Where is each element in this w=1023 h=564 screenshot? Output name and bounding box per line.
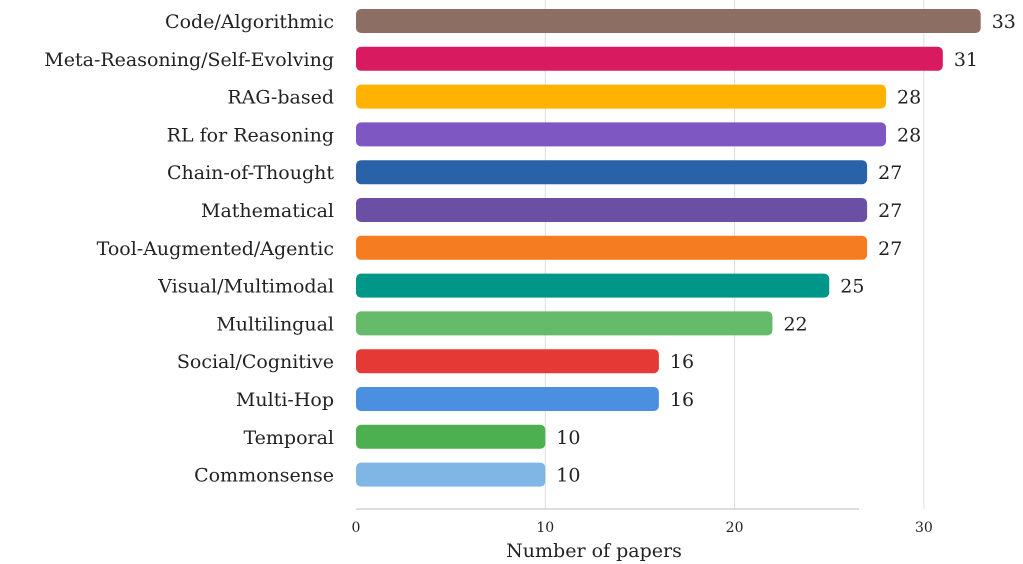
category-label: Social/Cognitive (177, 351, 334, 373)
value-label: 25 (840, 276, 864, 298)
bar (356, 84, 887, 109)
value-label: 28 (897, 124, 921, 146)
bar (356, 235, 868, 260)
x-tick-label: 20 (726, 520, 744, 536)
category-label: Multilingual (216, 313, 334, 335)
value-label: 22 (783, 313, 807, 335)
value-label: 33 (992, 11, 1016, 33)
category-label: Meta-Reasoning/Self-Evolving (44, 49, 334, 71)
bar (356, 311, 773, 336)
category-label: Code/Algorithmic (165, 11, 334, 33)
category-label: Tool-Augmented/Agentic (97, 238, 334, 260)
bar (356, 122, 887, 147)
category-label: Visual/Multimodal (157, 276, 334, 298)
value-label: 16 (670, 351, 694, 373)
value-label: 10 (556, 427, 580, 449)
x-tick-label: 10 (536, 520, 554, 536)
value-label: 16 (670, 389, 694, 411)
category-label: Mathematical (201, 200, 334, 222)
x-tick-label: 0 (352, 520, 361, 536)
bar (356, 349, 659, 374)
category-labels: Code/Algorithmic Meta-Reasoning/Self-Evol… (44, 11, 334, 487)
value-label: 27 (878, 200, 902, 222)
value-label: 27 (878, 238, 902, 260)
bar (356, 160, 868, 185)
bar (356, 273, 830, 298)
category-label: Multi-Hop (236, 389, 334, 411)
value-labels: 33 31 28 28 27 27 27 25 22 16 16 10 10 (556, 11, 1016, 487)
bar (356, 387, 659, 411)
category-label: RAG-based (227, 87, 334, 109)
x-tick-labels: 0 10 20 30 (352, 520, 933, 536)
x-tick-label: 30 (915, 520, 933, 536)
value-label: 27 (878, 162, 902, 184)
bar (356, 462, 546, 487)
bar (356, 46, 943, 71)
category-label: Commonsense (194, 465, 334, 487)
bar (356, 9, 981, 33)
bar (356, 198, 868, 222)
category-label: Temporal (243, 427, 334, 449)
value-label: 28 (897, 87, 921, 109)
value-label: 10 (556, 465, 580, 487)
x-axis-title: Number of papers (506, 540, 682, 562)
category-label: RL for Reasoning (167, 124, 334, 146)
bars-group (356, 9, 981, 487)
value-label: 31 (954, 49, 978, 71)
category-label: Chain-of-Thought (167, 162, 334, 184)
bar (356, 424, 546, 449)
